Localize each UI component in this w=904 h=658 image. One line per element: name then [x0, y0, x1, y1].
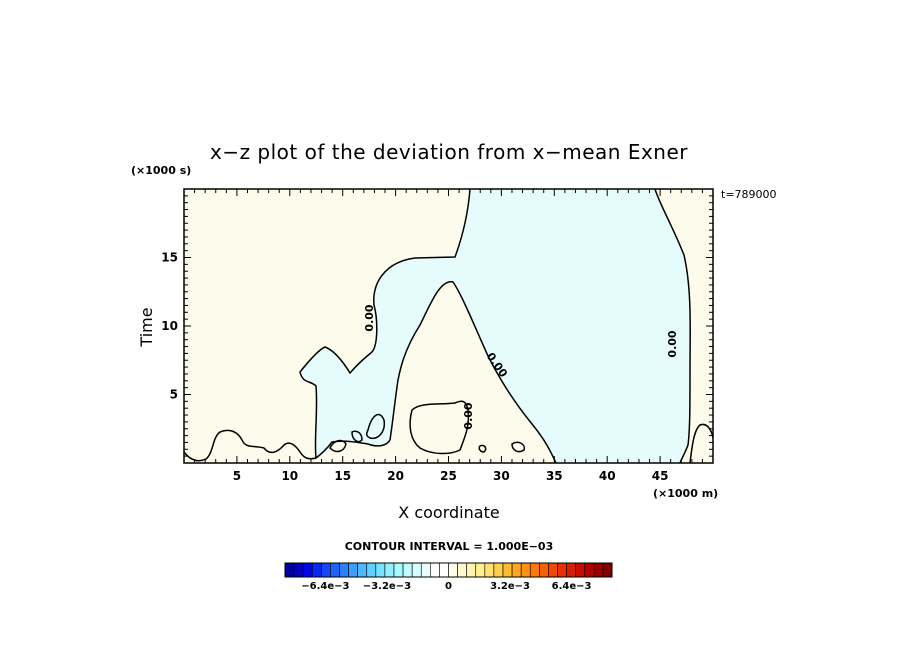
- colorbar-swatch: [330, 562, 340, 578]
- colorbar-swatch: [529, 562, 540, 578]
- contour-bottom-small-3: [365, 413, 386, 440]
- colorbar-swatch: [430, 562, 440, 578]
- colorbar-swatch: [384, 562, 395, 578]
- contour-bottom-small-1: [329, 439, 347, 453]
- colorbar-tick-label: −3.2e−3: [363, 581, 411, 592]
- colorbar-swatch: [466, 562, 477, 578]
- x-tick-label: 45: [652, 469, 669, 483]
- y-axis-label: Time: [137, 307, 156, 347]
- y-tick-label: 5: [170, 388, 178, 402]
- colorbar: −6.4e−3 −3.2e−3 0 3.2e−3 6.4e−3: [284, 562, 613, 592]
- contour-bottom-small-5: [478, 444, 487, 453]
- colorbar-swatch: [420, 562, 431, 578]
- colorbar-swatch: [584, 562, 595, 578]
- colorbar-tick-label: 3.2e−3: [490, 581, 530, 592]
- contour-bottom-left: [183, 429, 317, 462]
- contour-interval-label: CONTOUR INTERVAL = 1.000E−03: [345, 540, 554, 553]
- colorbar-tick-label: 6.4e−3: [552, 581, 592, 592]
- colorbar-swatch: [402, 562, 413, 578]
- colorbar-swatch: [448, 562, 458, 578]
- x-tick-label: 30: [493, 469, 510, 483]
- contour-label: 0.00: [666, 330, 679, 357]
- colorbar-swatch: [557, 562, 567, 578]
- colorbar-swatch: [357, 562, 368, 578]
- contour-bottom-small-4: [511, 441, 526, 453]
- colorbar-swatch: [311, 562, 322, 578]
- colorbar-swatch: [602, 562, 613, 578]
- contour-left-outer: [299, 188, 471, 460]
- colorbar-swatch: [348, 562, 358, 578]
- colorbar-tick-label: 0: [445, 581, 452, 592]
- colorbar-swatch: [575, 562, 586, 578]
- colorbar-tick-label: −6.4e−3: [301, 581, 349, 592]
- axes: 5 10 15 20 25 30 35 40 45 5 10 15: [161, 188, 714, 483]
- colorbar-swatch: [593, 562, 604, 578]
- colorbar-swatch: [411, 562, 422, 578]
- colorbar-swatch: [539, 562, 549, 578]
- positive-island: [410, 401, 469, 454]
- x-unit-label: (×1000 m): [653, 487, 718, 500]
- colorbar-swatch: [375, 562, 386, 578]
- plot-area: [184, 189, 713, 463]
- colorbar-swatch: [502, 562, 513, 578]
- contour-right: [654, 188, 691, 464]
- x-tick-label: 35: [546, 469, 563, 483]
- colorbar-swatch: [457, 562, 467, 578]
- x-tick-label: 25: [440, 469, 457, 483]
- x-tick-label: 40: [599, 469, 616, 483]
- x-tick-label: 15: [334, 469, 351, 483]
- colorbar-swatch: [475, 562, 486, 578]
- y-tick-label: 15: [161, 251, 178, 265]
- chart-title: x−z plot of the deviation from x−mean Ex…: [210, 140, 688, 164]
- colorbar-swatch: [302, 562, 313, 578]
- contour-bottom-small-2: [351, 430, 363, 443]
- contour-central-ridge: [389, 281, 557, 464]
- x-tick-label: 5: [233, 469, 241, 483]
- y-tick-label: 10: [161, 319, 178, 333]
- x-tick-label: 20: [387, 469, 404, 483]
- colorbar-frame: [284, 562, 613, 578]
- colorbar-swatch: [548, 562, 558, 578]
- colorbar-swatch: [439, 562, 449, 578]
- colorbar-swatch: [339, 562, 349, 578]
- negative-region: [300, 189, 691, 463]
- colorbar-swatch: [493, 562, 504, 578]
- colorbar-swatch: [393, 562, 404, 578]
- colorbar-swatch: [566, 562, 576, 578]
- contour-island: [409, 400, 470, 455]
- colorbar-swatch: [484, 562, 495, 578]
- contour-label: 0.00: [363, 304, 376, 331]
- contour-bottom-right: [689, 423, 714, 464]
- contour-label: 0.00: [462, 402, 475, 429]
- time-label: t=789000: [721, 188, 777, 201]
- colorbar-swatch: [511, 562, 522, 578]
- colorbar-swatch: [520, 562, 531, 578]
- contour-lines: [183, 188, 714, 464]
- colorbar-swatch: [293, 562, 304, 578]
- colorbar-swatch: [284, 562, 295, 578]
- colorbar-swatch: [321, 562, 331, 578]
- x-tick-label: 10: [281, 469, 298, 483]
- x-axis-label: X coordinate: [398, 503, 499, 522]
- colorbar-swatch: [366, 562, 377, 578]
- y-unit-label: (×1000 s): [131, 164, 191, 177]
